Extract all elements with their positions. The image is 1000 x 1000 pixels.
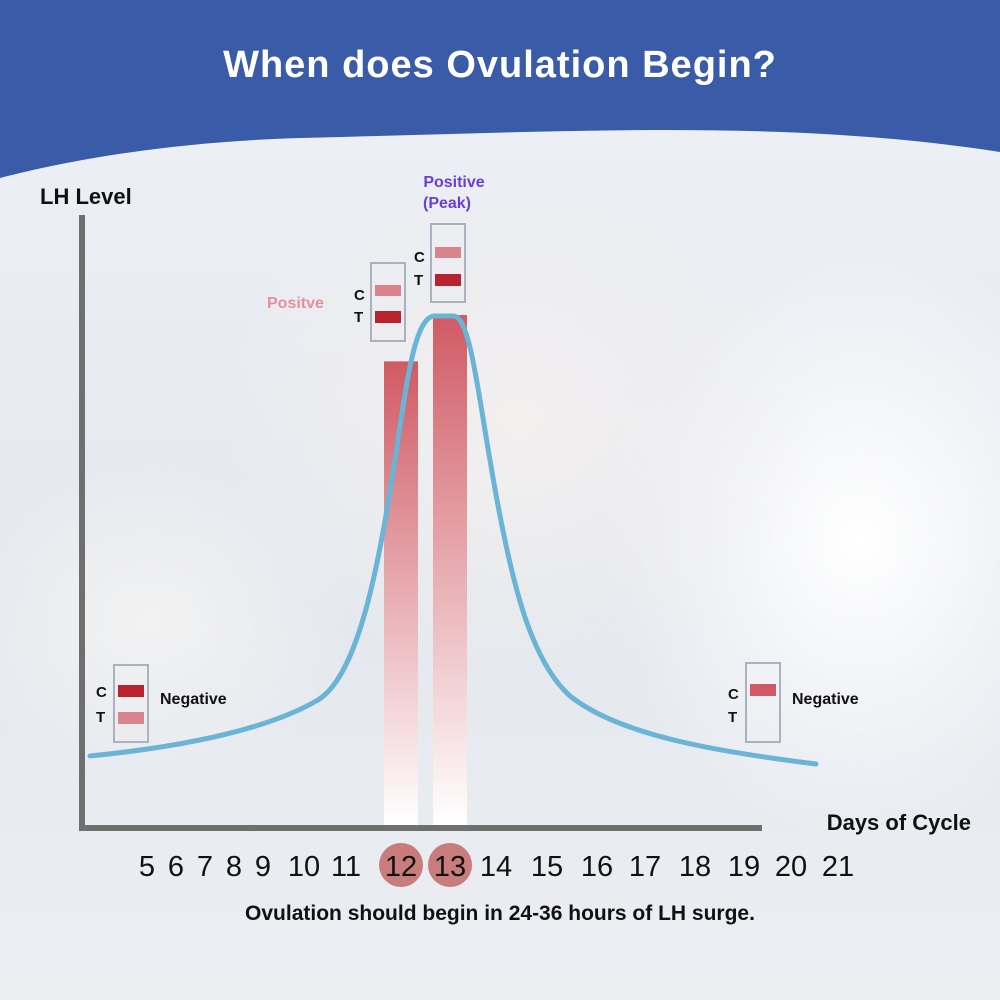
x-tick-21: 21: [822, 851, 854, 883]
x-tick-15: 15: [531, 851, 563, 883]
x-tick-12: 12: [385, 851, 417, 883]
highlight-circles: [379, 843, 472, 887]
x-tick-labels: 5 6 7 8 9 10 11 12 13 14 15 16 17 18 19 20 21: [139, 851, 854, 883]
c-letter: C: [414, 249, 425, 266]
x-tick-13: 13: [434, 851, 466, 883]
x-axis-label: Days of Cycle: [827, 810, 971, 835]
t-band: [435, 274, 461, 286]
annotation-sublabel: (Peak): [423, 195, 471, 212]
x-tick-9: 9: [255, 851, 271, 883]
bar-day-12: [384, 361, 418, 825]
x-tick-20: 20: [775, 851, 807, 883]
annotation-label: Negative: [792, 691, 859, 708]
lh-curve: [87, 313, 819, 767]
x-tick-14: 14: [480, 851, 512, 883]
annotation-positive-peak: C T Positive (Peak): [414, 174, 485, 303]
c-band: [750, 684, 776, 696]
header-banner: [0, 0, 1000, 178]
c-band: [118, 685, 144, 697]
c-letter: C: [96, 684, 107, 701]
test-strip: [113, 664, 149, 743]
annotation-label: Positve: [267, 295, 324, 312]
bars: [384, 315, 467, 825]
c-letter: C: [728, 686, 739, 703]
annotation-label: Negative: [160, 691, 227, 708]
test-strip: [430, 223, 466, 303]
page-title: When does Ovulation Begin?: [223, 44, 777, 86]
c-band: [375, 285, 401, 296]
annotation-positive: C T Positve: [267, 262, 406, 342]
x-tick-16: 16: [581, 851, 613, 883]
t-letter: T: [728, 709, 737, 726]
bar-day-13: [433, 315, 467, 825]
x-tick-8: 8: [226, 851, 242, 883]
x-tick-7: 7: [197, 851, 213, 883]
x-tick-17: 17: [629, 851, 661, 883]
test-strip: [370, 262, 406, 342]
annotation-negative-right: C T Negative: [728, 662, 859, 743]
t-band: [375, 311, 401, 323]
highlight-circle-day-13: [428, 843, 472, 887]
y-axis-label: LH Level: [40, 184, 132, 209]
caption: Ovulation should begin in 24-36 hours of…: [245, 902, 755, 925]
t-letter: T: [96, 709, 105, 726]
header-shape: [0, 0, 1000, 178]
x-tick-18: 18: [679, 851, 711, 883]
x-tick-5: 5: [139, 851, 155, 883]
t-band: [118, 712, 144, 724]
x-tick-19: 19: [728, 851, 760, 883]
c-band: [435, 247, 461, 258]
t-letter: T: [414, 272, 423, 289]
x-tick-11: 11: [331, 851, 361, 883]
annotation-negative-left: C T Negative: [96, 664, 227, 743]
x-tick-6: 6: [168, 851, 184, 883]
x-tick-10: 10: [288, 851, 320, 883]
c-letter: C: [354, 287, 365, 304]
annotation-label: Positive: [423, 174, 484, 191]
test-strip: [745, 662, 781, 743]
highlight-circle-day-12: [379, 843, 423, 887]
t-letter: T: [354, 309, 363, 326]
